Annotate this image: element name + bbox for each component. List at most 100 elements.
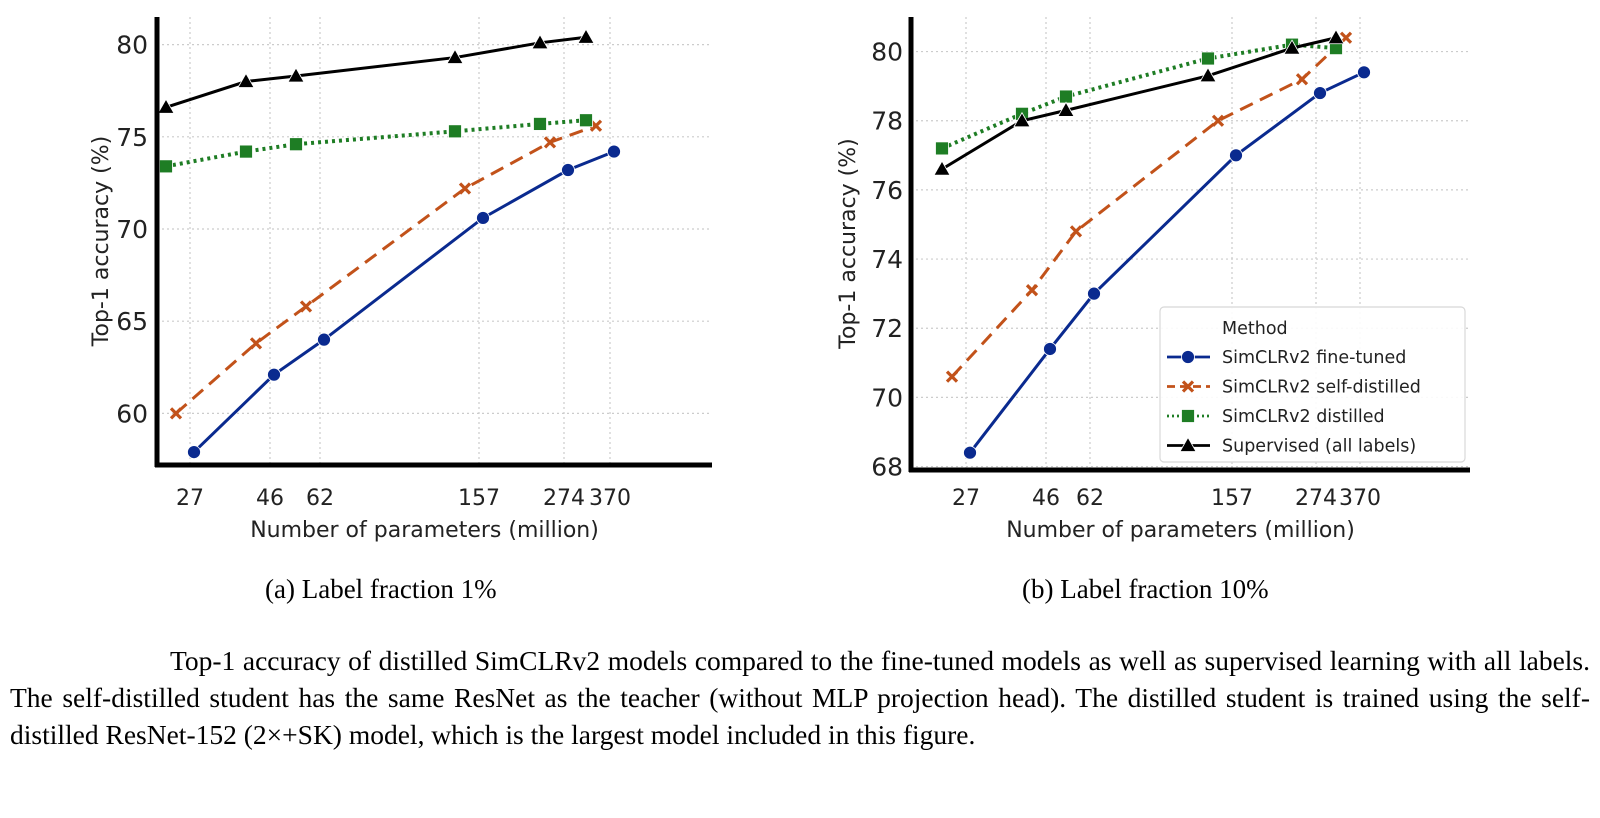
subcaption-a: (a) Label fraction 1% [265,574,497,604]
series-line [165,118,587,169]
data-point [157,98,175,114]
data-point [1087,286,1101,301]
legend-box [1159,306,1466,463]
legend: Method SimCLRv2 fine-tuned SimCLRv2 self-d… [1159,306,1466,463]
legend-label: SimCLRv2 self-distilled [1222,378,1421,398]
y-axis-label: Top-1 accuracy (%) [836,138,861,349]
y-tick-label: 76 [871,176,903,205]
legend-item: Supervised (all labels) [1167,437,1416,457]
chart-a-svg: 60 65 70 75 80 27 46 62 157 274 370 Number of param… [89,17,712,543]
y-tick-label: 74 [871,245,903,274]
data-point [289,137,303,152]
data-point [169,407,183,420]
legend-label: SimCLRv2 fine-tuned [1222,348,1406,368]
data-point [935,141,949,156]
y-axis-label: Top-1 accuracy (%) [89,136,114,347]
series-line [950,36,1348,378]
series-line [941,36,1337,171]
legend-item: SimCLRv2 self-distilled [1167,378,1421,398]
data-point [531,34,549,50]
x-tick-label: 157 [458,486,500,511]
data-point [533,117,547,131]
data-point [1283,39,1301,55]
legend-title: Method [1222,319,1288,339]
y-tick-label: 80 [871,38,903,67]
data-point [1211,114,1225,127]
data-point [1327,28,1345,45]
data-point [1025,284,1039,297]
data-point [1059,89,1073,104]
data-point [317,332,331,347]
legend-marker [1181,350,1195,364]
x-tick-label: 46 [256,486,284,511]
x-axis-label: Number of parameters (million) [1006,518,1355,543]
y-tick-label: 72 [871,314,903,343]
series-supervised-all-labels- [157,28,595,114]
x-tick-label: 62 [306,486,334,511]
x-tick-label: 274 [1295,486,1337,511]
x-tick-label: 27 [176,486,204,511]
data-point [458,182,472,195]
data-point [159,159,173,174]
data-point [476,211,490,225]
series-line [192,150,615,454]
y-tick-label: 78 [871,107,903,136]
chart-b-svg: 68 70 72 74 76 78 80 27 46 62 157 274 370 Number of p… [836,17,1470,543]
data-point [1229,148,1243,163]
data-point [1295,73,1309,86]
y-tick-label: 65 [116,307,148,336]
data-point [239,144,253,159]
series-supervised-all-labels- [933,28,1345,176]
data-point [1199,66,1217,83]
legend-marker [1179,436,1197,452]
series-simclrv2-self-distilled [945,31,1353,383]
data-point [1201,51,1215,66]
x-tick-label: 27 [952,486,980,511]
data-point [299,300,313,313]
series-simclrv2-fine-tuned [963,65,1371,460]
data-point [933,160,951,176]
series-line [165,35,587,109]
data-point [963,445,977,460]
legend-label: Supervised (all labels) [1222,437,1416,457]
series-simclrv2-fine-tuned [187,144,621,459]
legend-label: SimCLRv2 distilled [1222,407,1385,427]
legend-marker [1181,409,1195,423]
chart-label-fraction-10: 68 70 72 74 76 78 80 27 46 62 157 274 370 Number of p… [770,0,1530,565]
legend-item: SimCLRv2 distilled [1167,407,1385,427]
data-point [1043,342,1057,356]
data-point [1013,111,1031,128]
data-point [1069,225,1083,238]
data-point [579,113,593,128]
y-tick-label: 68 [871,453,903,482]
data-point [577,28,595,44]
data-point [543,136,557,149]
y-tick-label: 80 [116,31,148,60]
data-point [607,144,621,159]
y-tick-label: 75 [116,123,148,152]
series-line [968,70,1365,454]
data-point [1313,86,1327,100]
data-point [448,124,462,139]
legend-marker [1181,380,1195,393]
data-point [287,67,305,83]
data-point [187,445,201,459]
data-point [1057,101,1075,117]
series-line [175,124,597,415]
series-simclrv2-distilled [159,113,593,174]
data-point [237,72,255,88]
data-point [945,370,959,383]
x-tick-label: 46 [1032,486,1060,511]
subcaption-b: (b) Label fraction 10% [1022,574,1269,604]
y-tick-label: 60 [116,399,148,428]
legend-item: SimCLRv2 fine-tuned [1167,348,1406,368]
data-point [446,48,464,64]
x-tick-label: 274 [543,486,585,511]
y-tick-label: 70 [871,383,903,412]
x-axis-label: Number of parameters (million) [250,518,599,543]
data-point [1357,65,1371,80]
figure-caption: Top-1 accuracy of distilled SimCLRv2 mod… [10,645,1590,750]
chart-label-fraction-1: 60 65 70 75 80 27 46 62 157 274 370 Number of param… [0,0,770,565]
x-tick-label: 62 [1076,486,1104,511]
x-tick-label: 157 [1211,486,1253,511]
